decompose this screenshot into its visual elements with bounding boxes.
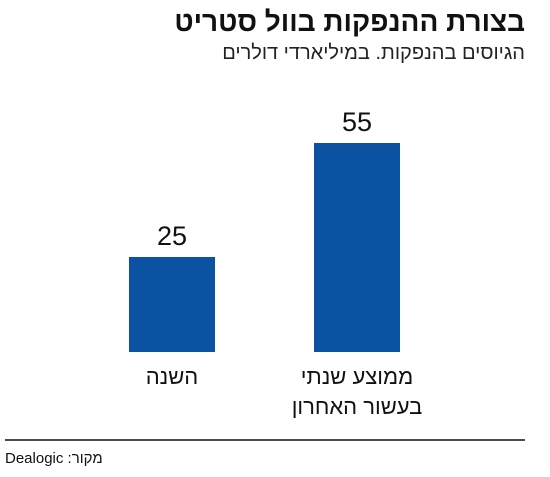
chart-subtitle: הגיוסים בהנפקות. במיליארדי דולרים xyxy=(222,42,525,64)
category-label: ממוצע שנתי בעשור האחרון xyxy=(291,364,423,419)
value-label: 55 xyxy=(342,107,372,137)
value-label: 25 xyxy=(157,221,187,251)
category-label: השנה xyxy=(145,364,199,389)
source: מקור: Dealogic xyxy=(5,450,103,467)
chart-title: בצורת ההנפקות בוול סטריט xyxy=(174,6,525,37)
bar xyxy=(129,257,215,352)
bar xyxy=(314,143,400,352)
